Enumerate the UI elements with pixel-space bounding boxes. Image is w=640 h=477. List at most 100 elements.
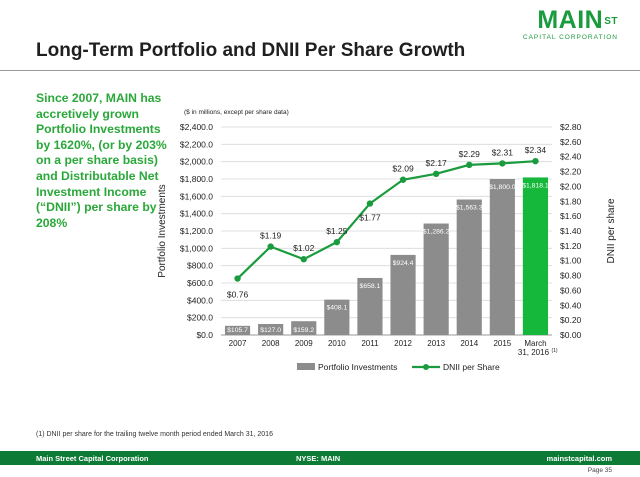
bar-value-label: $1,286.2 — [423, 229, 450, 236]
bar — [224, 325, 251, 335]
y2-tick-label: $1.60 — [560, 211, 582, 221]
bar — [258, 323, 284, 335]
chart-note: ($ in millions, except per share data) — [184, 109, 289, 116]
legend-line-label: DNII per Share — [443, 362, 500, 372]
bar-value-label: $159.2 — [293, 327, 314, 334]
dnii-value-label: $1.02 — [293, 243, 315, 253]
y2-tick-label: $1.40 — [560, 226, 582, 236]
y-tick-label: $1,800.0 — [180, 174, 213, 184]
y-tick-label: $800.0 — [187, 261, 213, 271]
x-tick-label: 2010 — [328, 339, 346, 348]
dnii-value-label: $1.25 — [326, 226, 348, 236]
footer-company: Main Street Capital Corporation — [36, 454, 149, 463]
dnii-point — [432, 170, 440, 177]
footnote: (1) DNII per share for the trailing twel… — [36, 431, 273, 438]
dnii-point — [499, 160, 506, 167]
x-tick-label: 2015 — [493, 339, 511, 348]
bar-value-label: $924.4 — [393, 260, 414, 267]
y-tick-label: $0.0 — [196, 330, 213, 340]
y-tick-label: $2,200.0 — [180, 139, 213, 149]
legend-bar-swatch — [297, 363, 315, 370]
logo-superscript: ST — [604, 16, 618, 27]
x-tick-label: 2007 — [229, 339, 247, 348]
dnii-value-label: $2.09 — [392, 164, 414, 174]
y-tick-label: $2,400.0 — [180, 122, 213, 132]
x-tick-superscript: (1) — [551, 348, 557, 354]
footer-bar: Main Street Capital Corporation NYSE: MA… — [0, 451, 640, 465]
dnii-value-label: $0.76 — [227, 290, 249, 300]
x-tick-label: 2011 — [361, 339, 379, 348]
x-tick-label: 31, 2016 — [518, 348, 550, 357]
bar-value-label: $408.1 — [326, 305, 347, 312]
y2-tick-label: $2.20 — [560, 167, 582, 177]
y2-tick-label: $1.80 — [560, 196, 582, 206]
dnii-point — [532, 157, 539, 165]
footer-ticker: NYSE: MAIN — [296, 454, 341, 463]
dnii-value-label: $2.31 — [492, 147, 514, 157]
bar — [489, 179, 515, 335]
bar — [456, 199, 482, 335]
bar-value-label: $658.1 — [360, 283, 381, 290]
dnii-value-label: $1.77 — [359, 213, 381, 223]
y2-tick-label: $0.80 — [560, 271, 582, 281]
y-tick-label: $2,000.0 — [180, 157, 213, 167]
dnii-point — [466, 161, 473, 169]
y2-tick-label: $2.60 — [560, 137, 582, 147]
logo-subtitle: CAPITAL CORPORATION — [522, 34, 618, 41]
dnii-point — [234, 275, 241, 282]
y2-tick-label: $0.20 — [560, 315, 582, 325]
company-logo: MAINST CAPITAL CORPORATION — [522, 6, 618, 42]
legend-bar-label: Portfolio Investments — [318, 362, 397, 372]
bar-value-label: $105.7 — [227, 327, 248, 334]
y-tick-label: $1,400.0 — [180, 209, 213, 219]
x-tick-label: 2012 — [394, 339, 412, 348]
y2-tick-label: $2.00 — [560, 181, 582, 191]
dnii-value-label: $1.19 — [260, 231, 282, 241]
page-number: Page 35 — [587, 467, 612, 474]
dnii-value-label: $2.34 — [525, 145, 547, 155]
y2-axis-title: DNII per share — [606, 198, 617, 263]
portfolio-dnii-chart: $0.0 $200.0 $400.0 $600.0 $800.0 $1,000.0 $1,2… — [157, 109, 617, 372]
x-tick-label: 2009 — [295, 339, 313, 348]
dnii-point — [300, 256, 307, 263]
x-tick-label: 2008 — [262, 339, 280, 348]
y2-tick-label: $0.40 — [560, 300, 582, 310]
dnii-point — [333, 238, 341, 246]
page-title: Long-Term Portfolio and DNII Per Share G… — [36, 40, 466, 61]
bar — [390, 254, 416, 335]
y-tick-label: $200.0 — [187, 313, 213, 323]
bar-value-label: $127.0 — [260, 327, 281, 334]
footer-website[interactable]: mainstcapital.com — [546, 454, 612, 463]
title-divider — [0, 70, 640, 71]
y-tick-label: $1,000.0 — [180, 243, 213, 253]
bar-value-label: $1,800.0 — [489, 184, 516, 191]
bar-value-label: $1,563.3 — [456, 205, 483, 212]
y-tick-label: $600.0 — [187, 278, 213, 288]
y2-tick-label: $0.60 — [560, 285, 582, 295]
x-tick-label: March — [524, 339, 546, 348]
y2-tick-label: $1.00 — [560, 256, 582, 266]
y-tick-label: $400.0 — [187, 295, 213, 305]
logo-wordmark: MAIN — [537, 6, 604, 34]
y2-tick-label: $2.80 — [560, 122, 582, 132]
y2-tick-label: $1.20 — [560, 241, 582, 251]
dnii-line — [236, 160, 536, 280]
y-axis-title: Portfolio Investments — [157, 184, 168, 277]
y2-tick-label: $0.00 — [560, 330, 582, 340]
y-tick-label: $1,200.0 — [180, 226, 213, 236]
y2-tick-label: $2.40 — [560, 152, 582, 162]
dnii-point — [366, 200, 374, 207]
bar — [522, 177, 549, 335]
bar — [357, 277, 383, 335]
x-tick-label: 2014 — [460, 339, 478, 348]
dnii-value-label: $2.29 — [459, 149, 481, 159]
legend-line-marker — [423, 364, 429, 370]
bar — [423, 223, 449, 335]
dnii-point — [267, 243, 274, 250]
dnii-point — [399, 176, 407, 183]
bar — [324, 299, 350, 335]
dnii-value-label: $2.17 — [426, 158, 448, 168]
bar-value-label: $1,818.1 — [522, 182, 549, 189]
bar — [291, 321, 317, 335]
y-tick-label: $1,600.0 — [180, 191, 213, 201]
